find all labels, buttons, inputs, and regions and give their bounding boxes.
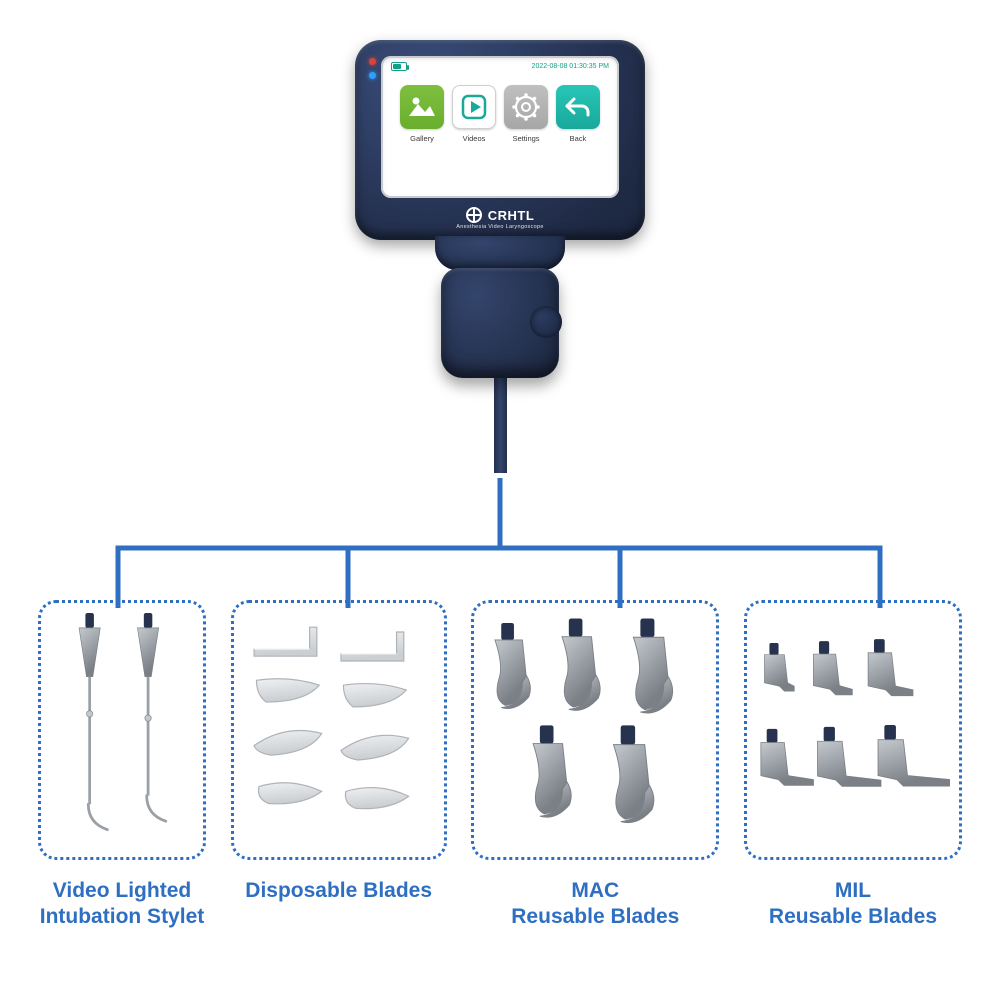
device-branding: CRHTL Anesthesia Video Laryngoscope bbox=[355, 207, 645, 230]
category-mil: MILReusable Blades bbox=[744, 600, 962, 931]
device: 2022-08-08 01:30:35 PM Gallery Videos Se… bbox=[355, 40, 645, 473]
connector-tree bbox=[0, 478, 1000, 608]
gear-icon[interactable] bbox=[504, 85, 548, 129]
app-label: Gallery bbox=[400, 134, 444, 143]
device-handle bbox=[441, 268, 559, 378]
device-screen: 2022-08-08 01:30:35 PM Gallery Videos Se… bbox=[381, 56, 619, 198]
device-stem bbox=[494, 378, 507, 473]
brand-logo-icon bbox=[466, 207, 482, 223]
back-icon[interactable] bbox=[556, 85, 600, 129]
battery-icon bbox=[391, 62, 407, 71]
app-videos[interactable]: Videos bbox=[452, 85, 496, 143]
category-box bbox=[38, 600, 206, 860]
category-caption: Video LightedIntubation Stylet bbox=[40, 878, 205, 931]
category-stylet: Video LightedIntubation Stylet bbox=[38, 600, 206, 931]
category-box bbox=[231, 600, 447, 860]
category-box bbox=[744, 600, 962, 860]
category-disposable: Disposable Blades bbox=[231, 600, 447, 931]
app-settings[interactable]: Settings bbox=[504, 85, 548, 143]
device-hinge bbox=[435, 236, 565, 270]
app-label: Settings bbox=[504, 134, 548, 143]
category-caption: MILReusable Blades bbox=[769, 878, 937, 931]
app-label: Videos bbox=[452, 134, 496, 143]
led-power-icon bbox=[369, 58, 376, 65]
app-label: Back bbox=[556, 134, 600, 143]
category-box bbox=[471, 600, 719, 860]
led-status-icon bbox=[369, 72, 376, 79]
brand-name: CRHTL bbox=[488, 208, 535, 223]
device-bezel: 2022-08-08 01:30:35 PM Gallery Videos Se… bbox=[355, 40, 645, 240]
brand-subtitle: Anesthesia Video Laryngoscope bbox=[456, 224, 544, 230]
category-caption: MACReusable Blades bbox=[511, 878, 679, 931]
app-gallery[interactable]: Gallery bbox=[400, 85, 444, 143]
category-mac: MACReusable Blades bbox=[471, 600, 719, 931]
app-back[interactable]: Back bbox=[556, 85, 600, 143]
gallery-icon[interactable] bbox=[400, 85, 444, 129]
timestamp: 2022-08-08 01:30:35 PM bbox=[532, 63, 609, 70]
category-caption: Disposable Blades bbox=[245, 878, 432, 904]
play-icon[interactable] bbox=[452, 85, 496, 129]
